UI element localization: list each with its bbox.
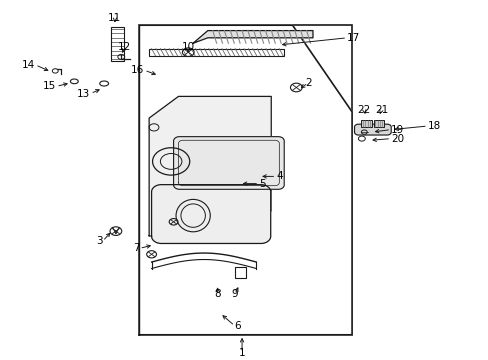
Text: 22: 22 [357, 105, 370, 115]
Text: 15: 15 [43, 81, 56, 91]
Bar [139, 25, 351, 335]
Text: 6: 6 [234, 321, 241, 331]
Text: 20: 20 [390, 134, 404, 144]
Text: 13: 13 [77, 89, 90, 99]
Text: 7: 7 [132, 243, 139, 253]
Text: 16: 16 [131, 65, 144, 75]
Text: 2: 2 [304, 78, 311, 88]
Polygon shape [173, 137, 284, 189]
Bar [361, 120, 371, 127]
Bar [373, 120, 384, 127]
Text: 10: 10 [182, 42, 194, 52]
Polygon shape [149, 96, 271, 242]
Text: 8: 8 [214, 289, 221, 300]
Text: 5: 5 [259, 179, 265, 189]
Text: 21: 21 [374, 105, 387, 115]
Text: 17: 17 [346, 33, 360, 43]
Text: 1: 1 [238, 348, 245, 358]
Text: 11: 11 [108, 13, 122, 23]
Text: 4: 4 [276, 171, 283, 181]
Polygon shape [193, 31, 312, 43]
Polygon shape [151, 185, 270, 243]
Polygon shape [139, 25, 351, 335]
Bar [111, 27, 123, 61]
Text: 9: 9 [231, 289, 238, 300]
Text: 19: 19 [390, 125, 404, 135]
Text: 18: 18 [427, 121, 440, 131]
Bar [149, 49, 284, 56]
Circle shape [52, 69, 58, 73]
Text: 14: 14 [22, 60, 35, 70]
Polygon shape [354, 124, 390, 135]
Text: 3: 3 [96, 236, 102, 246]
Bar [235, 267, 245, 278]
Text: 12: 12 [118, 42, 131, 52]
